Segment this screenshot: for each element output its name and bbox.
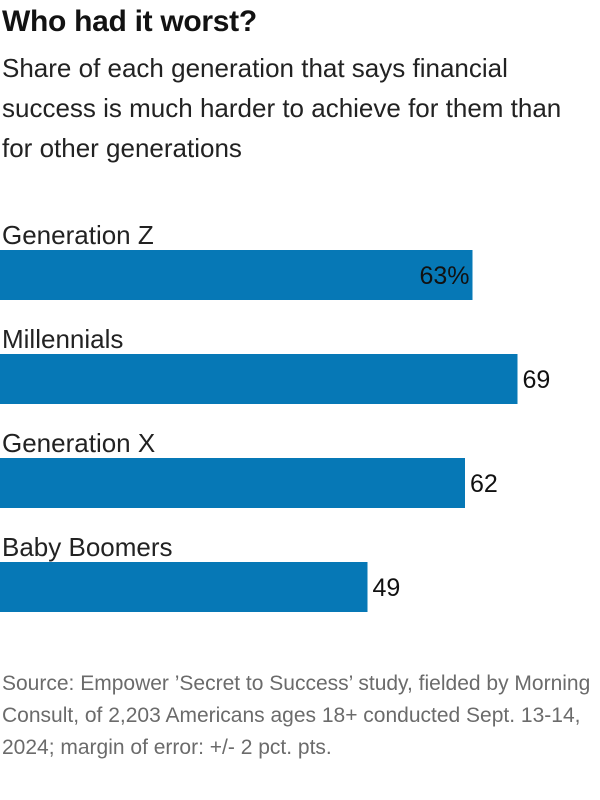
category-label-generation-x: Generation X [2,428,155,458]
value-label-generation-x: 62 [470,470,498,498]
category-label-millennials: Millennials [2,324,123,354]
bar-generation-z [0,250,473,300]
value-label-generation-z: 63% [419,262,469,290]
value-label-baby-boomers: 49 [373,574,401,602]
chart-subtitle: Share of each generation that says finan… [2,53,562,163]
value-label-millennials: 69 [523,366,551,394]
bar-generation-x [0,458,465,508]
bar-baby-boomers [0,562,368,612]
bar-chart: Generation Z 63% Millennials 69 Generation X… [0,220,551,612]
source-note: Source: Empower ’Secret to Success’ stud… [2,672,591,759]
category-label-baby-boomers: Baby Boomers [2,532,173,562]
bar-millennials [0,354,518,404]
category-label-generation-z: Generation Z [2,220,154,250]
chart-title: Who had it worst? [2,5,257,38]
